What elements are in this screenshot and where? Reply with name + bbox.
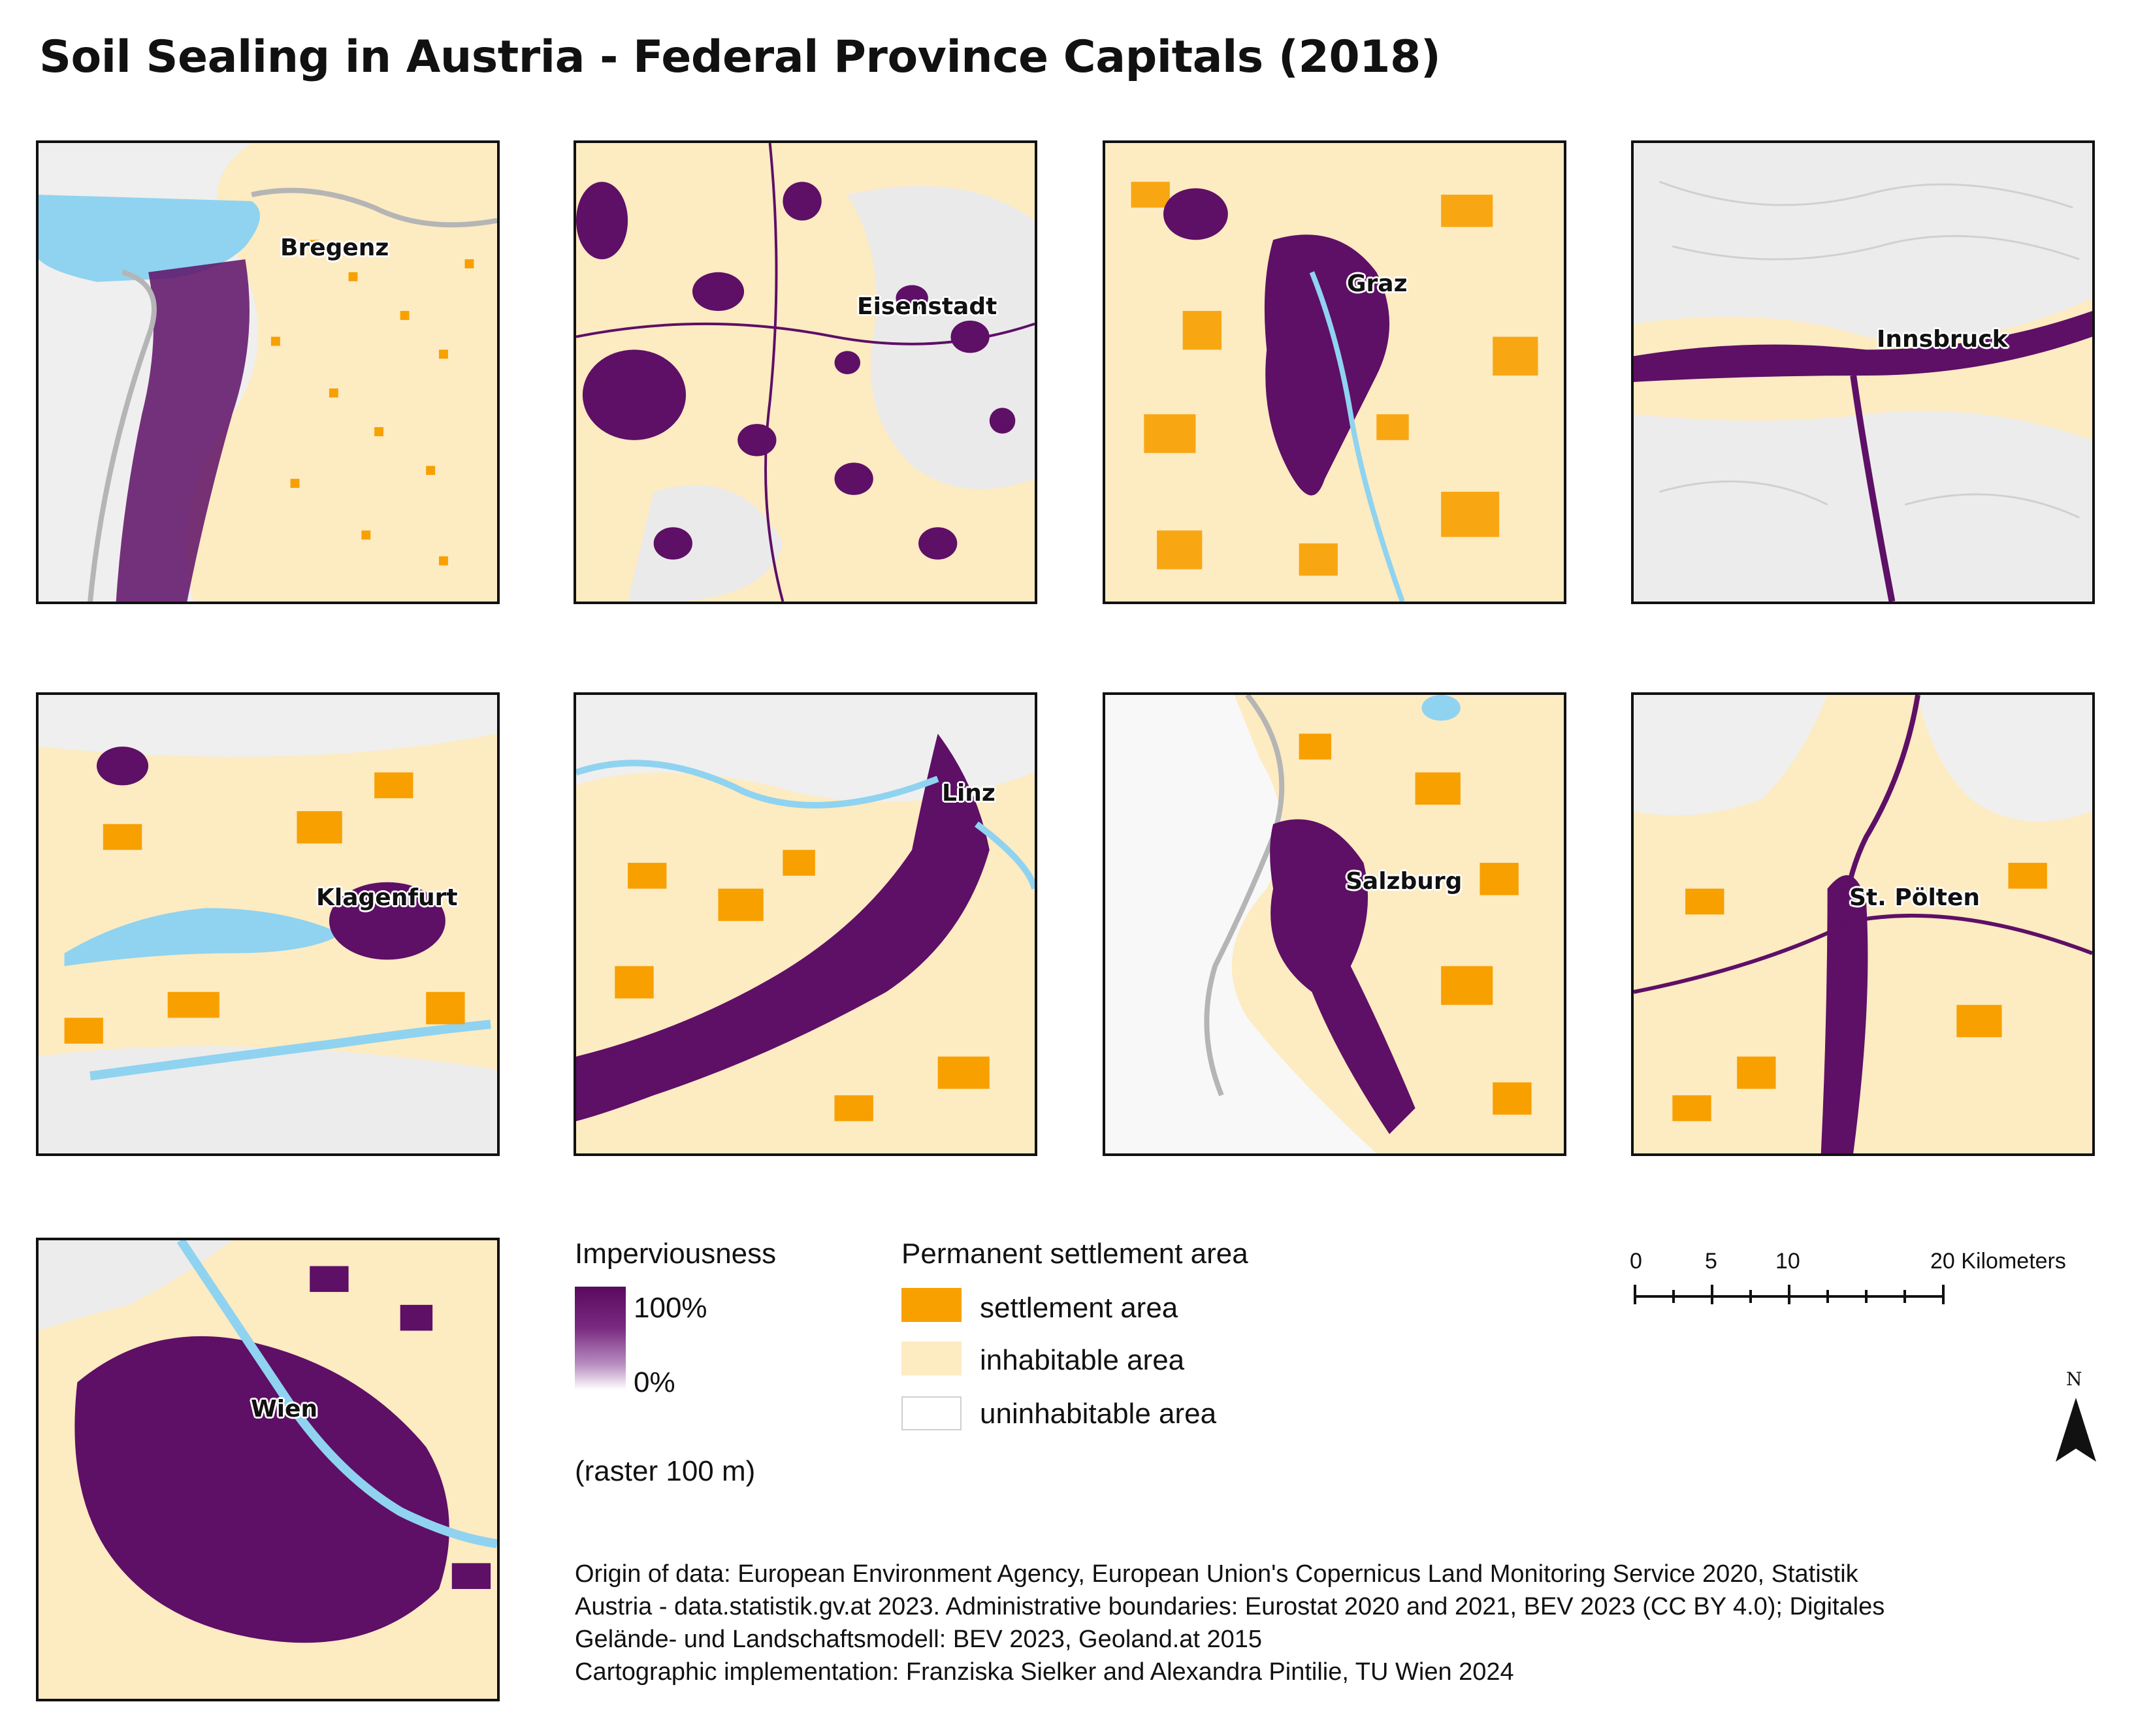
map-salzburg — [1105, 695, 1564, 1153]
north-arrow-icon — [2056, 1398, 2096, 1462]
map-st-poelten — [1634, 695, 2092, 1153]
legend-label-settlement: settlement area — [980, 1292, 1178, 1324]
city-label-eisenstadt: Eisenstadt — [857, 293, 997, 320]
city-label-wien: Wien — [251, 1396, 318, 1423]
city-label-innsbruck: Innsbruck — [1877, 326, 2008, 353]
legend-imperviousness-max: 100% — [634, 1292, 707, 1324]
map-title: Soil Sealing in Austria - Federal Provin… — [39, 31, 1441, 83]
map-innsbruck — [1634, 143, 2092, 602]
map-eisenstadt — [576, 143, 1035, 602]
map-graz — [1105, 143, 1564, 602]
panel-graz: Graz — [1103, 140, 1566, 604]
scale-label-10: 10 — [1775, 1249, 1800, 1274]
legend-label-uninhabitable: uninhabitable area — [980, 1398, 1217, 1430]
map-bregenz — [39, 143, 497, 602]
credits-line: Origin of data: European Environment Age… — [575, 1560, 1858, 1588]
legend-raster-note: (raster 100 m) — [575, 1455, 756, 1487]
legend-settlement-title: Permanent settlement area — [901, 1238, 1248, 1270]
city-label-st-poelten: St. Pölten — [1849, 884, 1981, 911]
legend-imperviousness-title: Imperviousness — [575, 1238, 777, 1270]
panel-linz: Linz — [574, 692, 1037, 1156]
legend-imperviousness-gradient — [575, 1287, 626, 1390]
credits-line: Cartographic implementation: Franziska S… — [575, 1658, 1514, 1686]
map-klagenfurt — [39, 695, 497, 1153]
scale-label-0: 0 — [1630, 1249, 1642, 1274]
legend-imperviousness-min: 0% — [634, 1366, 675, 1398]
panel-eisenstadt: Eisenstadt — [574, 140, 1037, 604]
panel-klagenfurt: Klagenfurt — [36, 692, 500, 1156]
legend-swatch-inhabitable — [901, 1342, 962, 1375]
credits: Origin of data: European Environment Age… — [575, 1558, 2077, 1688]
legend-swatch-settlement — [901, 1288, 962, 1322]
panel-bregenz: Bregenz — [36, 140, 500, 604]
scale-label-5: 5 — [1705, 1249, 1717, 1274]
city-label-salzburg: Salzburg — [1346, 868, 1463, 895]
panel-wien: Wien — [36, 1238, 500, 1701]
credits-line: Austria - data.statistik.gv.at 2023. Adm… — [575, 1593, 1885, 1620]
city-label-graz: Graz — [1347, 270, 1408, 297]
city-label-bregenz: Bregenz — [280, 234, 389, 261]
panel-st-poelten: St. Pölten — [1631, 692, 2095, 1156]
panel-salzburg: Salzburg — [1103, 692, 1566, 1156]
scale-label-20: 20 Kilometers — [1930, 1249, 2066, 1274]
city-label-linz: Linz — [942, 780, 995, 807]
map-linz — [576, 695, 1035, 1153]
credits-line: Gelände- und Landschaftsmodell: BEV 2023… — [575, 1626, 1263, 1653]
scale-bar — [1634, 1285, 1945, 1304]
panel-innsbruck: Innsbruck — [1631, 140, 2095, 604]
legend-swatch-uninhabitable — [901, 1396, 962, 1430]
city-label-klagenfurt: Klagenfurt — [316, 884, 458, 911]
map-wien — [39, 1240, 497, 1699]
legend-label-inhabitable: inhabitable area — [980, 1344, 1185, 1376]
north-arrow-label: N — [2066, 1368, 2082, 1390]
